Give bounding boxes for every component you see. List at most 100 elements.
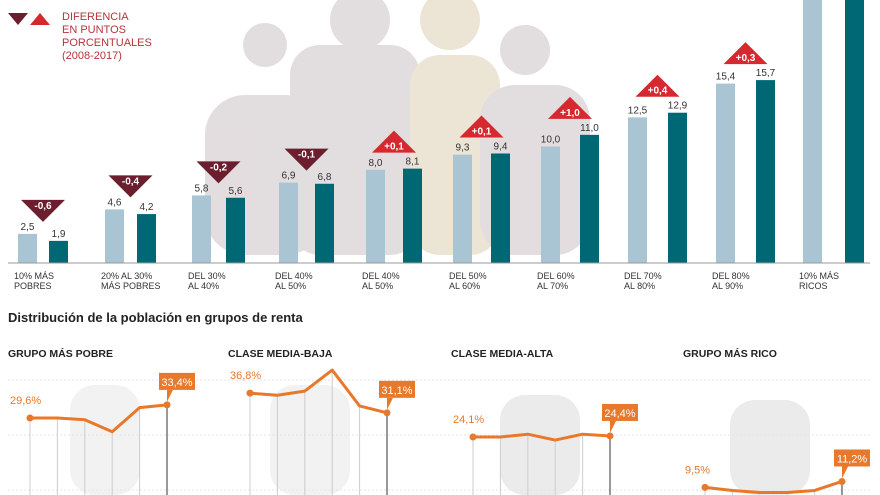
category-label-line: AL 70%	[537, 281, 569, 291]
series-line	[704, 480, 843, 495]
data-point	[838, 477, 846, 485]
legend-line: PORCENTUALES	[62, 37, 152, 49]
bar-value-label: 9,4	[494, 141, 508, 152]
legend-line: (2008-2017)	[62, 50, 122, 62]
bar	[541, 146, 560, 263]
category-label: DEL 40% AL 50%	[362, 271, 400, 291]
difference-label: -0,1	[298, 150, 316, 161]
bar-value-label: 9,3	[456, 143, 470, 154]
end-value-label: 33,4%	[161, 377, 192, 389]
bar	[845, 0, 864, 263]
data-point	[246, 389, 254, 397]
bar-value-label: 6,9	[282, 171, 296, 182]
callout-pointer	[842, 466, 848, 479]
bar	[716, 83, 735, 263]
end-value-box	[379, 380, 415, 398]
bar	[628, 117, 647, 263]
category-label-line: DEL 60%	[537, 271, 575, 281]
legend-line: EN PUNTOS	[62, 24, 126, 36]
section-title: Distribución de la población en grupos d…	[8, 310, 303, 325]
category-label-line: RICOS	[799, 281, 828, 291]
callout-pointer	[387, 397, 393, 410]
series-line	[473, 432, 611, 442]
difference-label: +1,0	[560, 108, 580, 119]
callout-pointer	[167, 389, 173, 402]
series-line	[249, 368, 388, 415]
bar	[18, 233, 37, 263]
increase-triangle	[372, 130, 416, 153]
start-value-label: 24,1%	[453, 414, 484, 426]
increase-triangle	[723, 42, 768, 65]
category-label: DEL 30% AL 40%	[188, 271, 226, 291]
difference-label: -0,4	[122, 176, 140, 187]
panel-title: GRUPO MÁS POBRE	[8, 348, 114, 360]
bar-value-label: 15,4	[716, 72, 736, 83]
bar-value-label: 12,5	[628, 105, 648, 116]
start-value-label: 36,8%	[230, 370, 261, 382]
end-value-box	[159, 372, 195, 390]
difference-label: -0,6	[34, 201, 52, 212]
bar	[453, 154, 472, 263]
category-label-line: AL 90%	[712, 281, 744, 291]
data-point	[383, 409, 391, 417]
category-label-line: AL 60%	[449, 281, 481, 291]
data-point	[469, 433, 477, 441]
bar	[756, 80, 775, 263]
bar	[803, 0, 822, 263]
data-point	[163, 401, 171, 409]
bar-value-label: 4,2	[140, 202, 154, 213]
end-value-box	[834, 449, 870, 467]
category-label: DEL 60% AL 70%	[537, 271, 575, 291]
decrease-triangle	[108, 175, 153, 198]
bar	[403, 168, 422, 263]
category-label-line: 10% MÁS	[799, 271, 840, 281]
bar-value-label: 1,9	[52, 229, 66, 240]
increase-triangle	[635, 74, 680, 97]
series-line	[30, 403, 168, 434]
legend-triangles-icon	[8, 13, 50, 25]
end-value-label: 24,4%	[604, 408, 635, 420]
category-label: 10% MÁS RICOS	[799, 271, 839, 291]
category-label-line: DEL 80%	[712, 271, 750, 281]
callout-pointer	[610, 420, 616, 433]
data-point	[606, 432, 614, 440]
category-label: DEL 50% AL 60%	[449, 271, 487, 291]
bar-value-label: 4,6	[108, 197, 122, 208]
category-label-line: DEL 30%	[188, 271, 226, 281]
bar-value-label: 5,6	[229, 186, 243, 197]
data-point	[26, 414, 34, 422]
bar	[580, 134, 599, 263]
legend-text: DIFERENCIA EN PUNTOS PORCENTUALES (2008-…	[62, 11, 152, 63]
bar	[105, 209, 124, 263]
category-label: DEL 80% AL 90%	[712, 271, 750, 291]
category-label: 20% AL 30% MÁS POBRES	[101, 271, 161, 291]
bar-value-label: 5,8	[195, 183, 209, 194]
difference-label: -0,2	[210, 162, 228, 173]
category-label-line: DEL 70%	[624, 271, 662, 281]
difference-label: +0,1	[472, 126, 492, 137]
legend-line: DIFERENCIA	[62, 11, 129, 23]
increase-triangle	[459, 115, 504, 138]
category-label-line: 20% AL 30%	[101, 271, 153, 281]
panel-title: CLASE MEDIA-BAJA	[228, 348, 333, 360]
bar	[137, 214, 156, 263]
bar-value-label: 8,0	[369, 158, 383, 169]
difference-label: +0,3	[736, 53, 756, 64]
bar-value-label: 6,8	[318, 172, 332, 183]
panel-title: CLASE MEDIA-ALTA	[451, 348, 554, 360]
category-label-line: MÁS POBRES	[101, 281, 161, 291]
bar	[315, 183, 334, 263]
increase-triangle	[548, 96, 592, 119]
bar-value-label: 2,5	[21, 222, 35, 233]
difference-label: +0,4	[648, 86, 668, 97]
bar	[491, 153, 510, 263]
decrease-triangle	[196, 161, 241, 184]
bar	[366, 169, 385, 263]
category-label-line: AL 50%	[275, 281, 307, 291]
bar	[49, 240, 68, 263]
category-label: 10% MÁS POBRES	[14, 271, 54, 291]
end-value-label: 31,1%	[381, 385, 412, 397]
start-value-label: 9,5%	[685, 464, 710, 476]
bar	[192, 195, 211, 263]
